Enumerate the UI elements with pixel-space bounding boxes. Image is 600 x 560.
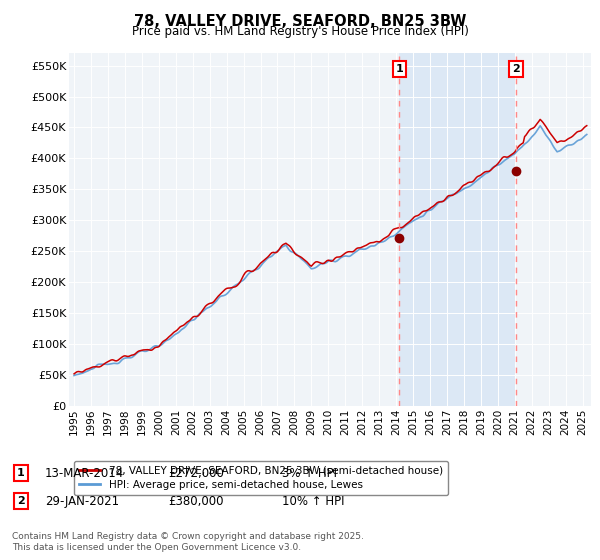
Text: Price paid vs. HM Land Registry's House Price Index (HPI): Price paid vs. HM Land Registry's House …	[131, 25, 469, 38]
Text: Contains HM Land Registry data © Crown copyright and database right 2025.
This d: Contains HM Land Registry data © Crown c…	[12, 532, 364, 552]
Text: 1: 1	[395, 64, 403, 74]
Bar	[400, 53, 516, 406]
Text: 2: 2	[17, 496, 25, 506]
Text: 13-MAR-2014: 13-MAR-2014	[45, 466, 124, 480]
Text: £380,000: £380,000	[168, 494, 224, 508]
Text: 29-JAN-2021: 29-JAN-2021	[45, 494, 119, 508]
Text: 78, VALLEY DRIVE, SEAFORD, BN25 3BW: 78, VALLEY DRIVE, SEAFORD, BN25 3BW	[134, 14, 466, 29]
Text: 3% ↑ HPI: 3% ↑ HPI	[282, 466, 337, 480]
Legend: 78, VALLEY DRIVE, SEAFORD, BN25 3BW (semi-detached house), HPI: Average price, s: 78, VALLEY DRIVE, SEAFORD, BN25 3BW (sem…	[74, 461, 448, 495]
Text: 2: 2	[512, 64, 520, 74]
Text: £272,000: £272,000	[168, 466, 224, 480]
Text: 1: 1	[17, 468, 25, 478]
Text: 10% ↑ HPI: 10% ↑ HPI	[282, 494, 344, 508]
